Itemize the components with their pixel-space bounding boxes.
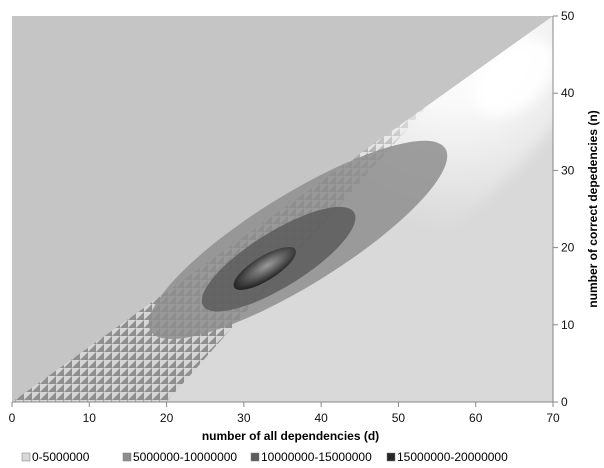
- legend-label: 5000000-10000000: [133, 450, 237, 464]
- y-tick-label: 0: [561, 395, 568, 409]
- x-tick-label: 10: [83, 411, 97, 425]
- x-tick-label: 50: [392, 411, 406, 425]
- legend-swatch: [21, 452, 31, 462]
- legend-label: 0-5000000: [32, 450, 90, 464]
- y-tick-label: 50: [561, 9, 575, 23]
- legend-swatch: [250, 452, 260, 462]
- y-tick-label: 30: [561, 163, 575, 177]
- x-tick-label: 70: [546, 411, 560, 425]
- legend-swatch: [122, 452, 132, 462]
- plot-area: [12, 16, 553, 402]
- x-tick-label: 40: [314, 411, 328, 425]
- legend-label: 15000000-20000000: [397, 450, 508, 464]
- contour-region-3: [233, 246, 296, 290]
- x-tick-label: 60: [469, 411, 483, 425]
- y-axis: 0 10 20 30 40 50: [552, 9, 575, 409]
- legend-label: 10000000-15000000: [261, 450, 372, 464]
- y-tick-label: 10: [561, 318, 575, 332]
- x-tick-label: 30: [237, 411, 251, 425]
- x-tick-label: 0: [9, 411, 16, 425]
- legend: 0-5000000 5000000-10000000 10000000-150000…: [21, 450, 508, 464]
- ridge-core: [473, 39, 553, 117]
- x-tick-label: 20: [160, 411, 174, 425]
- x-axis-title: number of all dependencies (d): [202, 429, 379, 443]
- contour-regions: [148, 140, 448, 339]
- y-tick-label: 40: [561, 86, 575, 100]
- legend-swatch: [386, 452, 396, 462]
- x-axis: 0 10 20 30 40 50 60 70: [9, 401, 560, 425]
- y-axis-title: number of correct depedencies (n): [586, 110, 600, 307]
- y-tick-label: 20: [561, 241, 575, 255]
